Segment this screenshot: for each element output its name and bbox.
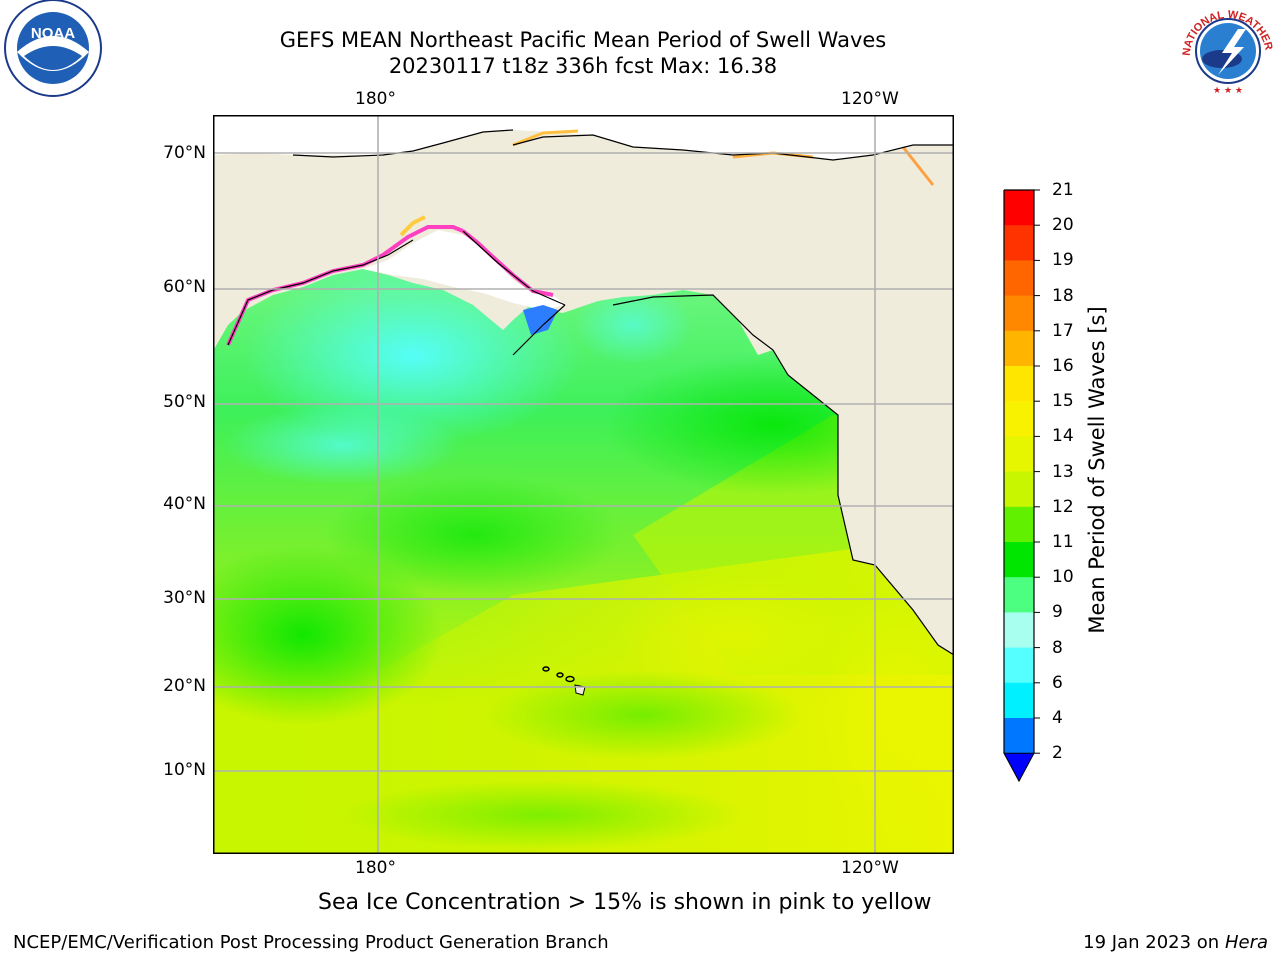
footer-host: Hera (1224, 932, 1268, 953)
colorbar-segment (1004, 401, 1034, 437)
colorbar-tick-label: 16 (1052, 356, 1074, 376)
nws-logo: NATIONAL WEATHER SERVICE ★ ★ ★ (1174, 0, 1278, 105)
colorbar-tick-label: 15 (1052, 391, 1074, 412)
colorbar-tick-label: 17 (1052, 320, 1074, 341)
colorbar-segment (1004, 542, 1034, 578)
top-lon-label-180: 180° (355, 89, 396, 109)
colorbar-tick-label: 20 (1052, 215, 1074, 236)
colorbar (1003, 189, 1040, 783)
colorbar-segment (1004, 577, 1034, 613)
colorbar-segment (1004, 506, 1034, 543)
colorbar-segment (1004, 295, 1034, 332)
colorbar-segment (1004, 647, 1034, 684)
lat-label-70n: 70°N (163, 143, 206, 163)
chart-subtitle: 20230117 t18z 336h fcst Max: 16.38 (388, 54, 778, 78)
footer-credit: NCEP/EMC/Verification Post Processing Pr… (13, 932, 609, 953)
noaa-logo-text: NOAA (31, 25, 75, 42)
swell-period-map (213, 115, 954, 854)
colorbar-tick-label: 19 (1052, 250, 1074, 271)
colorbar-tick-label: 13 (1052, 461, 1074, 482)
colorbar-tick-label: 18 (1052, 285, 1074, 306)
footer-date-text: 19 Jan 2023 on (1083, 932, 1220, 953)
colorbar-segment (1004, 260, 1034, 297)
top-lon-label-120w: 120°W (841, 89, 899, 109)
lat-label-40n: 40°N (163, 494, 206, 514)
noaa-logo: NOAA (2, 0, 104, 104)
sea-ice-note: Sea Ice Concentration > 15% is shown in … (318, 890, 932, 915)
colorbar-tick-label: 21 (1052, 180, 1074, 200)
footer-date: 19 Jan 2023 on Hera (1083, 932, 1268, 953)
bottom-lon-label-120w: 120°W (841, 858, 899, 878)
colorbar-label: Mean Period of Swell Waves [s] (1085, 306, 1109, 634)
colorbar-segment (1004, 612, 1034, 649)
colorbar-segment (1004, 366, 1034, 402)
colorbar-segment (1004, 436, 1034, 473)
colorbar-tick-label: 9 (1052, 602, 1063, 623)
colorbar-tick-label: 10 (1052, 567, 1074, 588)
bottom-lon-label-180: 180° (355, 858, 396, 878)
lat-label-30n: 30°N (163, 588, 206, 608)
lat-label-50n: 50°N (163, 392, 206, 412)
colorbar-segment (1004, 330, 1034, 367)
colorbar-tick-label: 11 (1052, 532, 1074, 552)
colorbar-tick-label: 6 (1052, 672, 1063, 693)
lat-label-10n: 10°N (163, 760, 206, 780)
colorbar-segment (1004, 718, 1034, 754)
lat-label-60n: 60°N (163, 277, 206, 297)
colorbar-segment (1004, 471, 1034, 508)
colorbar-extend-arrow (1003, 752, 1035, 783)
colorbar-tick-label: 14 (1052, 426, 1074, 447)
chart-title: GEFS MEAN Northeast Pacific Mean Period … (279, 28, 887, 52)
colorbar-tick-label: 12 (1052, 496, 1074, 517)
colorbar-segment (1004, 225, 1034, 261)
colorbar-tick-label: 4 (1052, 708, 1063, 728)
colorbar-segment (1004, 190, 1034, 226)
colorbar-tick-label: 8 (1052, 637, 1063, 658)
lat-label-20n: 20°N (163, 676, 206, 696)
colorbar-tick-label: 2 (1052, 743, 1063, 764)
colorbar-segment (1004, 682, 1034, 719)
svg-text:★ ★ ★: ★ ★ ★ (1213, 86, 1243, 96)
